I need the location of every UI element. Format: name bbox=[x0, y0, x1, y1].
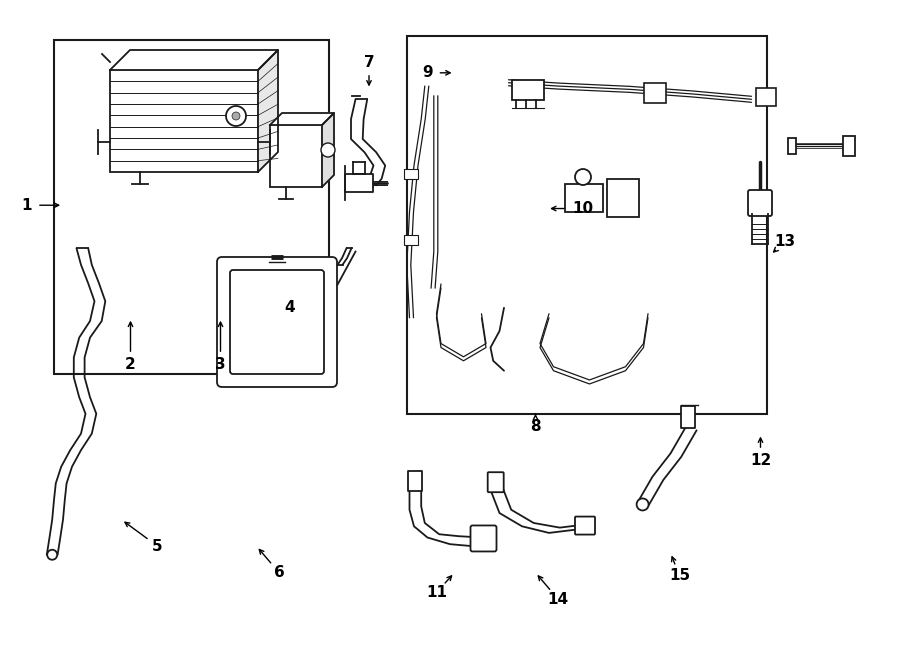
Text: 14: 14 bbox=[547, 592, 569, 606]
FancyBboxPatch shape bbox=[230, 270, 324, 374]
Circle shape bbox=[575, 169, 591, 185]
FancyBboxPatch shape bbox=[471, 526, 497, 551]
FancyBboxPatch shape bbox=[575, 516, 595, 535]
Bar bbox=[756, 88, 776, 106]
Bar bbox=[607, 179, 639, 217]
Circle shape bbox=[226, 106, 246, 126]
Bar bbox=[681, 406, 696, 428]
Text: 4: 4 bbox=[284, 301, 295, 315]
Text: 7: 7 bbox=[364, 56, 374, 70]
Polygon shape bbox=[258, 50, 278, 172]
Text: 1: 1 bbox=[22, 198, 32, 213]
FancyBboxPatch shape bbox=[748, 190, 772, 216]
Bar bbox=[54, 40, 328, 374]
Text: 12: 12 bbox=[750, 453, 771, 467]
FancyBboxPatch shape bbox=[488, 472, 504, 493]
Polygon shape bbox=[110, 50, 278, 70]
Text: 3: 3 bbox=[215, 357, 226, 371]
Bar bbox=[407, 36, 767, 414]
Bar bbox=[565, 184, 603, 212]
Bar bbox=[110, 70, 258, 172]
Text: 13: 13 bbox=[774, 234, 796, 249]
Bar bbox=[404, 235, 419, 245]
Text: 5: 5 bbox=[152, 539, 163, 553]
FancyBboxPatch shape bbox=[217, 257, 337, 387]
Bar bbox=[408, 471, 422, 491]
Polygon shape bbox=[322, 113, 334, 187]
Circle shape bbox=[636, 498, 649, 510]
Text: 8: 8 bbox=[530, 420, 541, 434]
Bar bbox=[404, 169, 419, 179]
Polygon shape bbox=[270, 113, 334, 125]
Circle shape bbox=[47, 549, 58, 560]
Bar bbox=[843, 136, 855, 156]
Bar bbox=[788, 138, 796, 154]
Bar bbox=[512, 80, 544, 100]
Text: 2: 2 bbox=[125, 357, 136, 371]
Text: 9: 9 bbox=[422, 66, 433, 80]
Bar bbox=[270, 125, 322, 187]
Text: 15: 15 bbox=[669, 569, 690, 583]
Text: 6: 6 bbox=[274, 565, 284, 580]
Circle shape bbox=[232, 112, 240, 120]
Circle shape bbox=[321, 143, 335, 157]
Bar bbox=[345, 174, 373, 192]
Text: 11: 11 bbox=[426, 585, 447, 600]
Text: 10: 10 bbox=[572, 201, 594, 216]
Bar bbox=[644, 83, 665, 103]
